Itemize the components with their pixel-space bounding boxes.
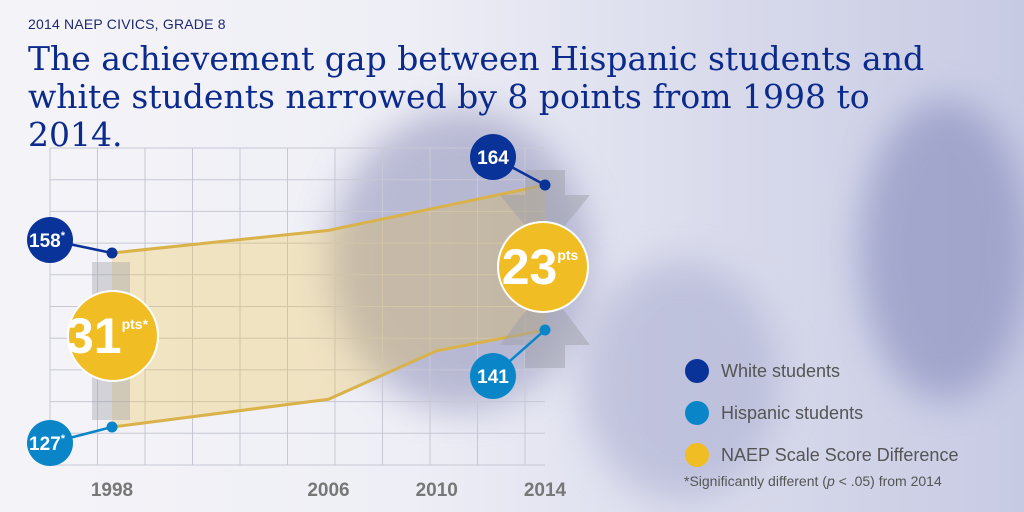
white-2014-bubble	[470, 134, 516, 180]
legend-label: White students	[721, 360, 841, 381]
gap-1998-bubble	[69, 292, 157, 380]
legend-swatch-difference	[685, 443, 709, 467]
footnote: *Significantly different (p < .05) from …	[684, 473, 942, 489]
gap-arrow-down-2014	[500, 170, 590, 250]
legend-swatch-white	[685, 359, 709, 383]
gap-2014-bubble	[499, 223, 587, 311]
legend-item-difference: NAEP Scale Score Difference	[685, 434, 958, 476]
white-series-line	[111, 183, 546, 255]
hispanic-1998-label: 127*	[29, 433, 66, 455]
legend-label: NAEP Scale Score Difference	[721, 444, 959, 465]
x-tick-label: 2010	[416, 480, 458, 501]
x-tick-label: 1998	[91, 480, 133, 501]
overline: 2014 NAEP CIVICS, GRADE 8	[28, 16, 226, 32]
hispanic-2014-point	[539, 324, 551, 336]
x-tick-label: 2006	[307, 480, 349, 501]
legend-item-white: White students	[685, 350, 958, 392]
background-photo-girl	[580, 260, 780, 500]
white-2014-label: 164	[477, 148, 509, 169]
legend-label: Hispanic students	[721, 402, 864, 423]
hispanic-2014-label: 141	[477, 367, 509, 388]
white-2014-point	[539, 179, 551, 191]
white-1998-point	[106, 247, 118, 259]
hispanic-series-line	[111, 328, 546, 429]
x-tick-label: 2014	[524, 480, 567, 501]
legend-swatch-hispanic	[685, 401, 709, 425]
white-1998-bubble	[27, 217, 73, 263]
hispanic-1998-bubble	[27, 420, 73, 466]
background-photo-flag	[860, 100, 1024, 400]
hispanic-1998-point	[106, 421, 118, 433]
page-title: The achievement gap between Hispanic stu…	[28, 39, 925, 154]
white-1998-label: 158*	[29, 230, 66, 252]
legend: White students Hispanic students NAEP Sc…	[685, 350, 958, 476]
gap-area	[112, 185, 545, 427]
legend-item-hispanic: Hispanic students	[685, 392, 958, 434]
hispanic-2014-bubble	[470, 353, 516, 399]
